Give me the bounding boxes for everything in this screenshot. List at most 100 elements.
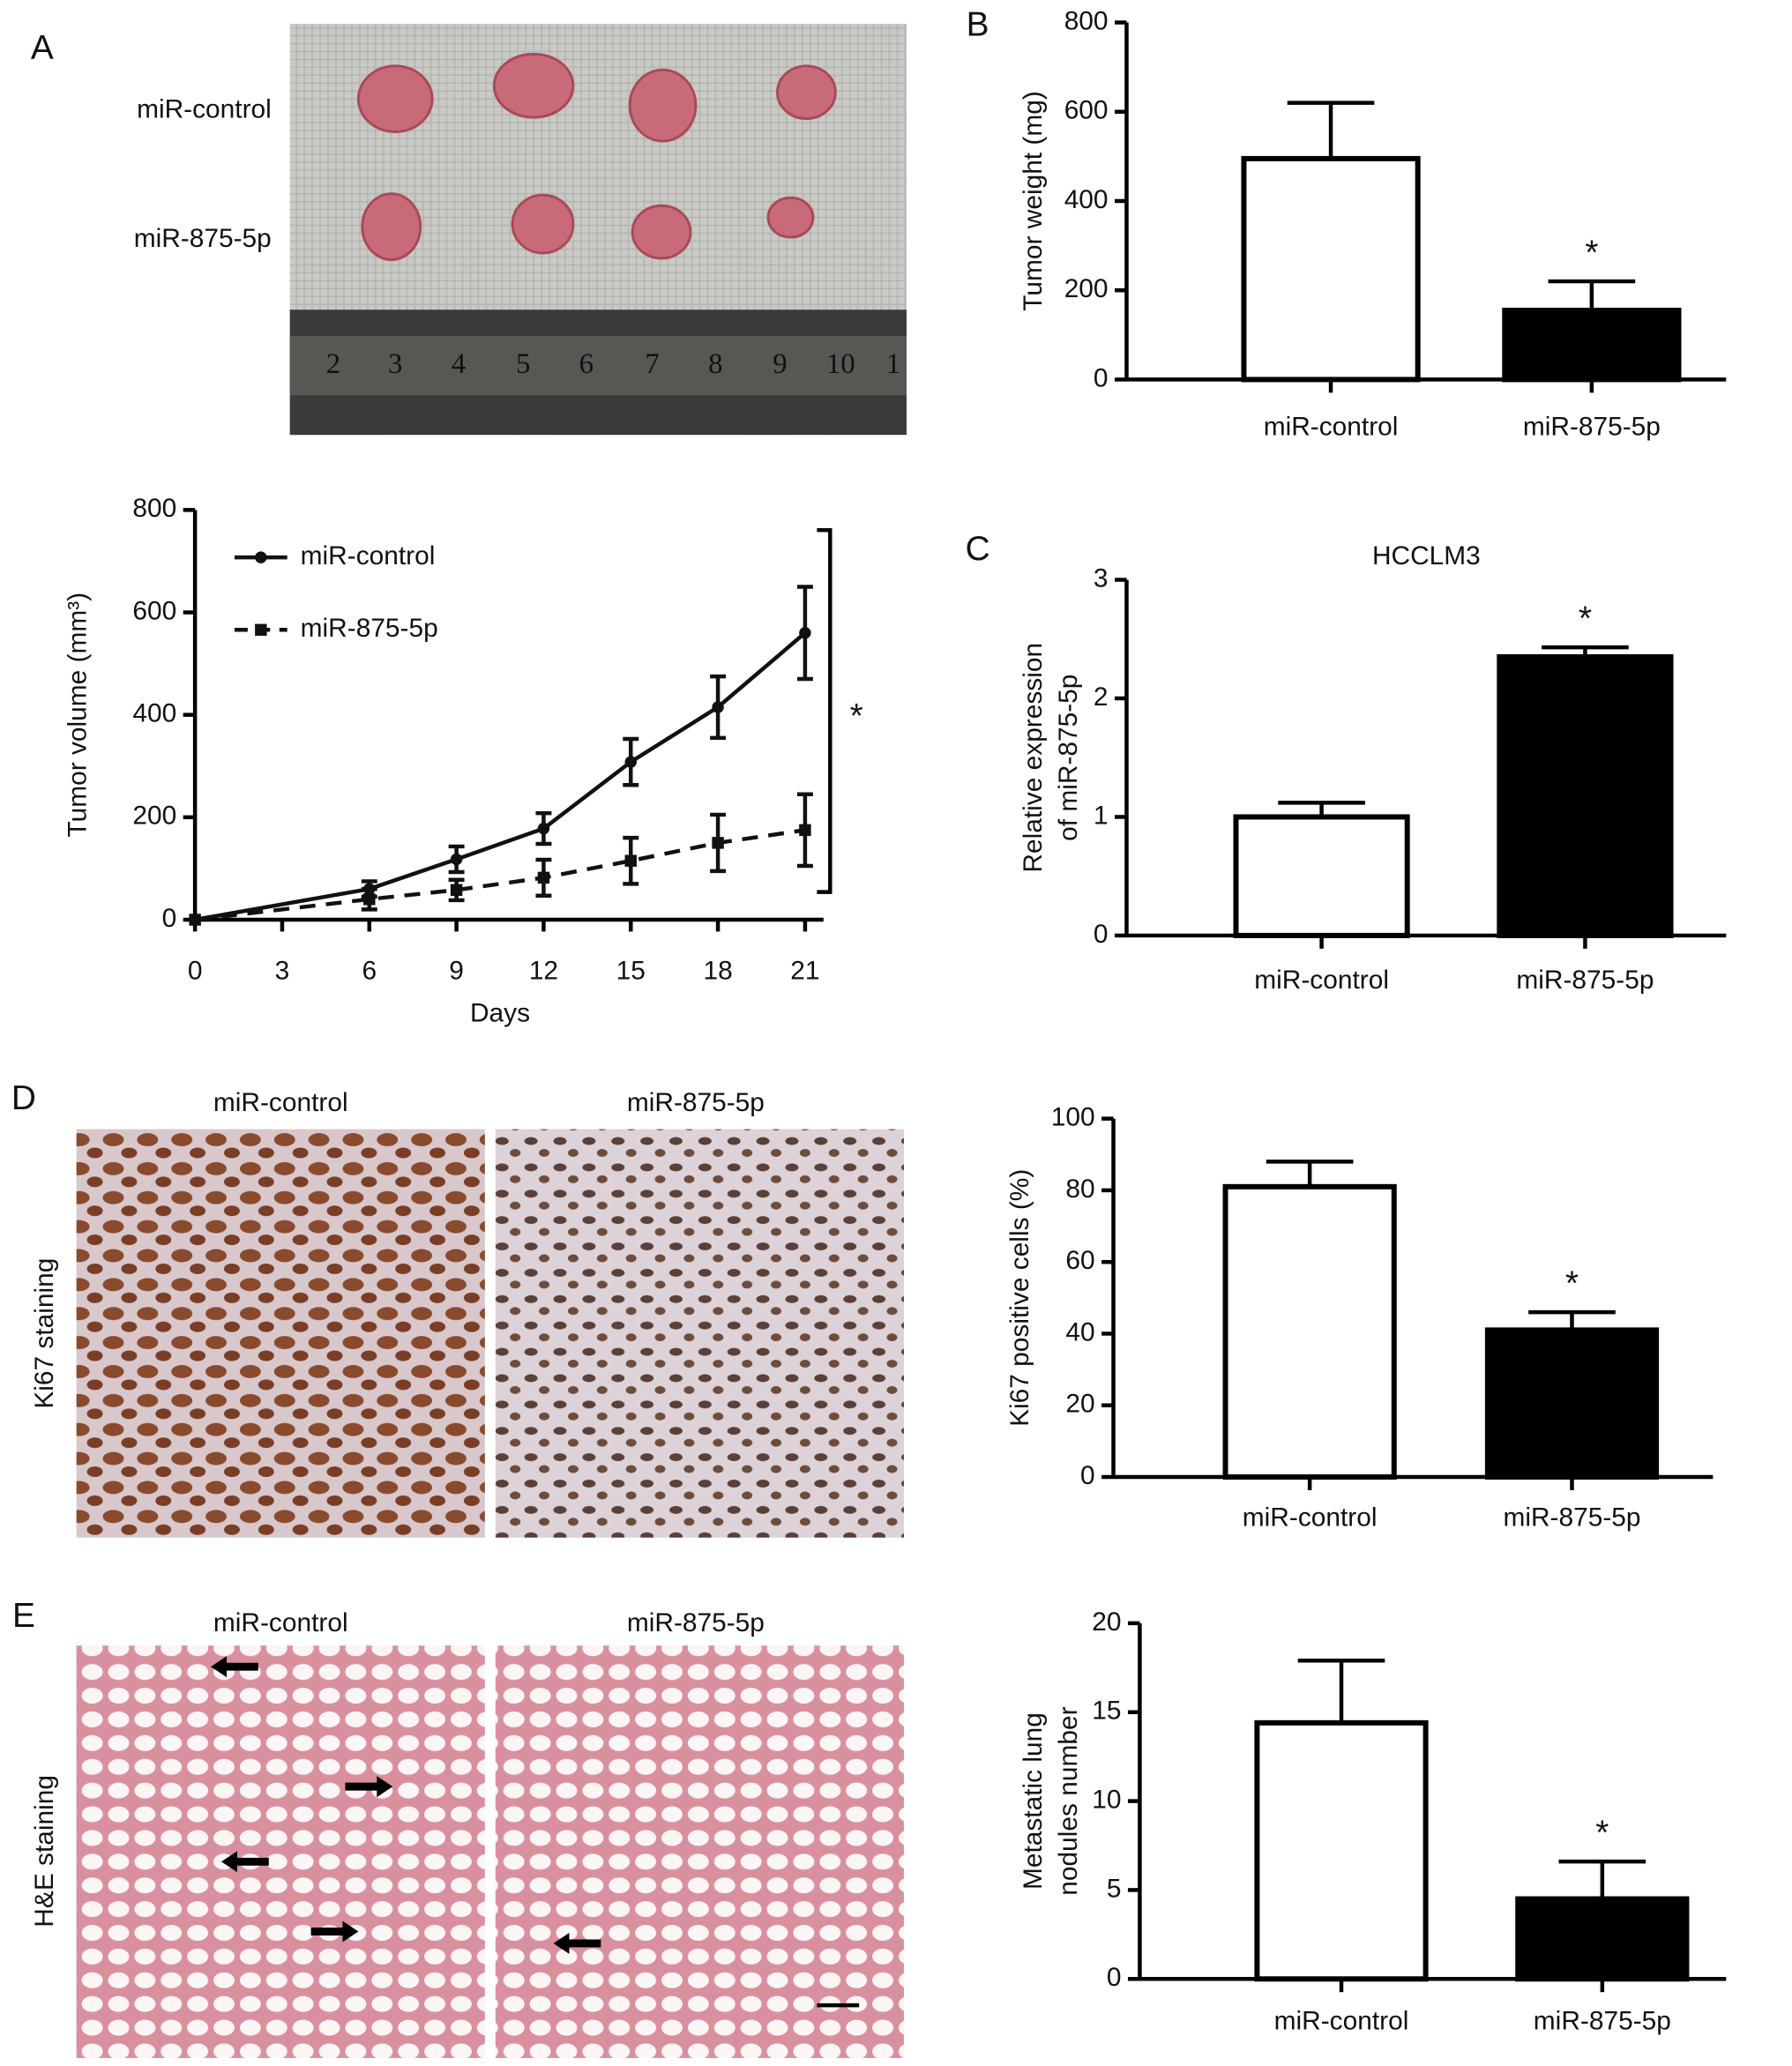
ruler-label: 7	[645, 348, 659, 380]
significance-bracket	[817, 527, 833, 894]
significance: *	[1595, 1815, 1609, 1853]
point	[537, 822, 550, 835]
significance: *	[1565, 1264, 1579, 1302]
x-tick-label: miR-875-5p	[1503, 1503, 1640, 1533]
y-tick-label: 200	[1064, 274, 1109, 303]
y-tick-label: 600	[132, 596, 176, 625]
legend-label: miR-875-5p	[301, 614, 438, 643]
point	[624, 756, 637, 768]
error-bar	[1548, 279, 1636, 310]
he-image	[495, 1645, 904, 2058]
ruler-label: 9	[773, 348, 787, 380]
ruler-label: 4	[452, 348, 466, 380]
panel-label: D	[11, 1079, 36, 1117]
row-label: H&E staining	[30, 1775, 59, 1928]
panel-label: C	[966, 530, 990, 568]
bar	[1484, 1327, 1660, 1481]
y-tick-label: 100	[1051, 1103, 1095, 1132]
y-tick-label: 20	[1092, 1607, 1121, 1637]
y-axis-label: Tumor weight (mg)	[1019, 91, 1048, 311]
y-axis-label: nodules number	[1054, 1706, 1083, 1895]
point	[537, 871, 550, 884]
y-tick-label: 800	[1064, 6, 1109, 35]
bar	[1502, 307, 1682, 383]
row-label: Ki67 staining	[30, 1258, 59, 1409]
y-tick-label: 1	[1094, 801, 1109, 830]
legend-marker	[255, 551, 267, 563]
panel-label: A	[31, 29, 54, 67]
x-tick-label: 6	[362, 957, 377, 986]
point	[450, 884, 463, 897]
x-tick-label: miR-875-5p	[1523, 413, 1661, 442]
bar	[1222, 1183, 1397, 1481]
error-bar	[1266, 1160, 1354, 1187]
legend-label: miR-control	[301, 541, 436, 571]
x-tick-label: miR-control	[1264, 413, 1399, 442]
y-tick-label: 60	[1065, 1246, 1094, 1275]
point	[624, 854, 637, 867]
tumor-photo	[289, 24, 907, 436]
column-label: miR-875-5p	[627, 1088, 765, 1117]
y-tick-label: 0	[1094, 363, 1109, 392]
y-axis-label: Tumor volume (mm³)	[63, 593, 93, 838]
x-axis-label: Days	[470, 998, 530, 1027]
error-bar	[1558, 1859, 1646, 1899]
bar	[1515, 1896, 1690, 1982]
x-tick-label: 15	[616, 957, 646, 986]
ruler-label: 8	[708, 348, 722, 380]
point	[799, 627, 811, 639]
y-tick-label: 0	[1080, 1461, 1095, 1490]
error-bar	[1287, 101, 1375, 159]
ruler-label: 5	[516, 348, 530, 380]
panel-label: E	[12, 1597, 35, 1635]
x-tick-label: 9	[449, 957, 464, 986]
ruler-label: 3	[388, 348, 402, 380]
y-tick-label: 0	[1107, 1963, 1122, 1992]
chart-title: HCCLM3	[1372, 541, 1481, 571]
y-tick-label: 15	[1092, 1697, 1121, 1726]
x-tick-label: miR-875-5p	[1516, 966, 1654, 995]
annotation: *	[850, 697, 863, 735]
y-axis-label: Ki67 positive cells (%)	[1005, 1169, 1034, 1427]
point	[799, 824, 811, 837]
y-axis-label: Metastatic lung	[1019, 1712, 1048, 1890]
y-tick-label: 800	[132, 494, 176, 523]
x-tick-label: miR-875-5p	[1534, 2006, 1671, 2035]
y-tick-label: 5	[1107, 1874, 1122, 1903]
he-image	[76, 1645, 485, 2058]
ruler-label: 1	[886, 348, 900, 380]
bar	[1497, 653, 1674, 938]
point	[363, 893, 376, 906]
ruler-label: 10	[826, 348, 855, 380]
y-tick-label: 40	[1065, 1317, 1094, 1346]
bar	[1233, 814, 1410, 938]
y-tick-label: 200	[132, 802, 176, 831]
y-tick-label: 400	[132, 699, 176, 728]
y-tick-label: 600	[1064, 96, 1109, 125]
ki67-image	[76, 1129, 485, 1538]
y-tick-label: 0	[162, 904, 177, 933]
ruler: 2 3 4 5 6 7 8 9 10 1	[326, 348, 900, 380]
y-tick-label: 2	[1094, 682, 1109, 712]
column-label: miR-875-5p	[627, 1608, 765, 1637]
ruler-label: 6	[579, 348, 594, 380]
y-tick-label: 400	[1064, 185, 1109, 214]
x-tick-label: 21	[790, 957, 819, 986]
error-bar	[1297, 1658, 1385, 1723]
bar	[1241, 155, 1421, 383]
arrows	[211, 1656, 601, 1954]
point	[450, 853, 463, 866]
y-axis-label: of miR-875-5p	[1054, 675, 1083, 841]
ki67-image	[495, 1129, 904, 1538]
point	[712, 701, 724, 713]
y-tick-label: 3	[1094, 563, 1109, 593]
legend-marker	[255, 623, 267, 637]
bar	[1254, 1719, 1429, 1982]
ruler-label: 2	[326, 348, 340, 380]
error-bar	[1528, 1309, 1616, 1331]
column-label: miR-control	[213, 1608, 348, 1637]
significance: *	[1579, 600, 1592, 638]
x-tick-label: 3	[275, 957, 290, 986]
row-label: miR-control	[137, 95, 272, 124]
